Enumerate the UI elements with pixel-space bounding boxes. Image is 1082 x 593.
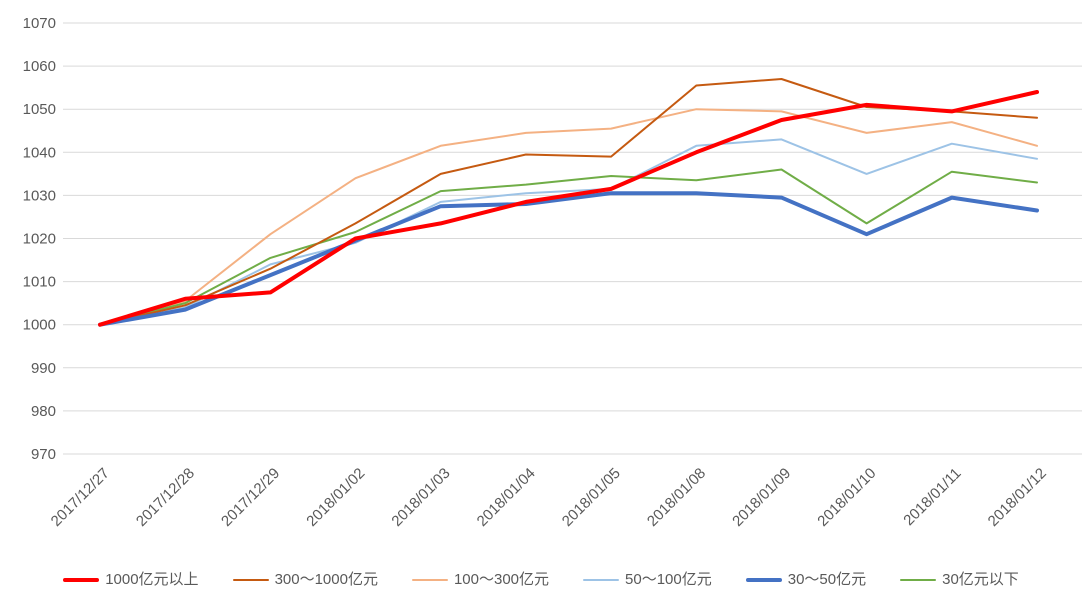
x-tick-label: 2018/01/12	[985, 465, 1050, 530]
y-tick-label: 1050	[23, 101, 56, 118]
y-tick-label: 980	[31, 403, 56, 420]
legend-line-swatch	[411, 578, 448, 581]
x-tick-label: 2018/01/10	[814, 465, 879, 530]
x-tick-label: 2018/01/04	[474, 465, 539, 530]
y-tick-label: 1060	[23, 58, 56, 75]
series-line	[99, 138, 1038, 326]
legend-label: 300～1000亿元	[274, 571, 378, 588]
x-tick-label: 2017/12/27	[48, 465, 113, 530]
legend-line-swatch	[745, 577, 782, 582]
x-axis-labels: 2017/12/27 2017/12/28 2017/12/29 2018/01/02…	[48, 465, 1050, 530]
series-line	[99, 108, 1038, 326]
x-tick-label: 2018/01/08	[644, 465, 709, 530]
legend-line-swatch	[900, 578, 937, 581]
legend-item: 30～50亿元	[745, 571, 867, 588]
y-tick-label: 1030	[23, 187, 56, 204]
legend-item: 1000亿元以上	[63, 571, 199, 588]
series-line	[98, 191, 1039, 327]
y-tick-label: 1020	[23, 231, 56, 248]
gridlines	[63, 22, 1082, 455]
x-tick-label: 2018/01/11	[900, 465, 964, 529]
legend-label: 1000亿元以上	[105, 571, 199, 588]
series-line	[99, 168, 1038, 326]
legend-label: 100～300亿元	[453, 571, 550, 588]
legend-item: 100～300亿元	[411, 571, 550, 588]
legend-line-swatch	[63, 577, 100, 582]
y-tick-label: 1000	[23, 317, 56, 334]
legend-item: 50～100亿元	[583, 572, 712, 587]
chart-legend: 1000亿元以上 300～1000亿元 100～300亿元 50～100亿元 30～50…	[0, 572, 1082, 587]
x-tick-label: 2017/12/29	[218, 465, 283, 530]
legend-label: 30～50亿元	[787, 571, 867, 588]
x-tick-label: 2018/01/03	[388, 465, 453, 530]
x-tick-label: 2018/01/02	[303, 465, 368, 530]
series-line	[98, 90, 1039, 327]
y-tick-label: 1010	[23, 274, 56, 291]
legend-label: 50～100亿元	[625, 571, 712, 588]
legend-line-swatch	[232, 578, 269, 581]
y-tick-label: 970	[31, 446, 56, 463]
y-tick-label: 990	[31, 360, 56, 377]
legend-item: 300～1000亿元	[232, 571, 378, 588]
y-axis-labels: 970 980 990 1000 1010 1020 1030 1040 1050 1060 107…	[23, 15, 56, 463]
y-tick-label: 1070	[23, 15, 56, 32]
y-tick-label: 1040	[23, 144, 56, 161]
legend-item: 30亿元以下	[900, 572, 1019, 587]
x-tick-label: 2018/01/09	[729, 465, 794, 530]
legend-label: 30亿元以下	[942, 571, 1019, 588]
x-tick-label: 2017/12/28	[133, 465, 198, 530]
series-lines	[98, 78, 1039, 327]
legend-line-swatch	[583, 578, 620, 581]
x-tick-label: 2018/01/05	[559, 465, 624, 530]
